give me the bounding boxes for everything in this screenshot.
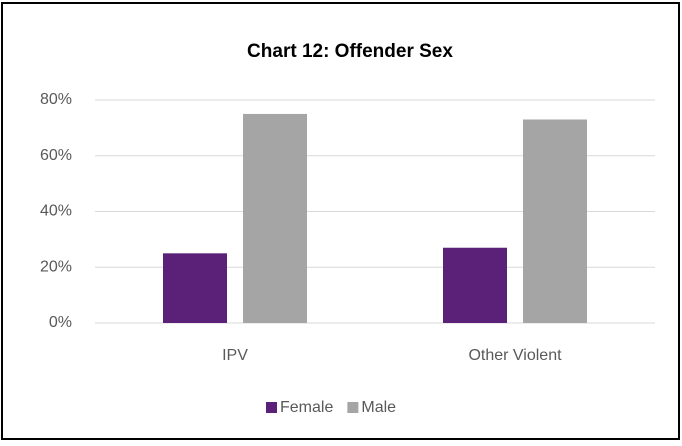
- legend-swatch: [347, 402, 359, 413]
- x-tick-label: IPV: [222, 347, 248, 364]
- y-tick-label: 60%: [40, 147, 72, 164]
- y-tick-label: 40%: [40, 203, 72, 220]
- bar: [243, 113, 307, 323]
- x-tick-label: Other Violent: [468, 347, 562, 364]
- legend-label: Female: [280, 399, 333, 416]
- bar: [163, 253, 227, 323]
- bar: [443, 247, 507, 323]
- y-tick-label: 80%: [40, 91, 72, 108]
- legend-swatch: [266, 402, 277, 413]
- legend-label: Male: [361, 399, 396, 416]
- y-tick-label: 0%: [49, 314, 72, 331]
- y-tick-label: 20%: [40, 258, 72, 275]
- chart-title: Chart 12: Offender Sex: [247, 41, 453, 62]
- bar: [523, 119, 587, 323]
